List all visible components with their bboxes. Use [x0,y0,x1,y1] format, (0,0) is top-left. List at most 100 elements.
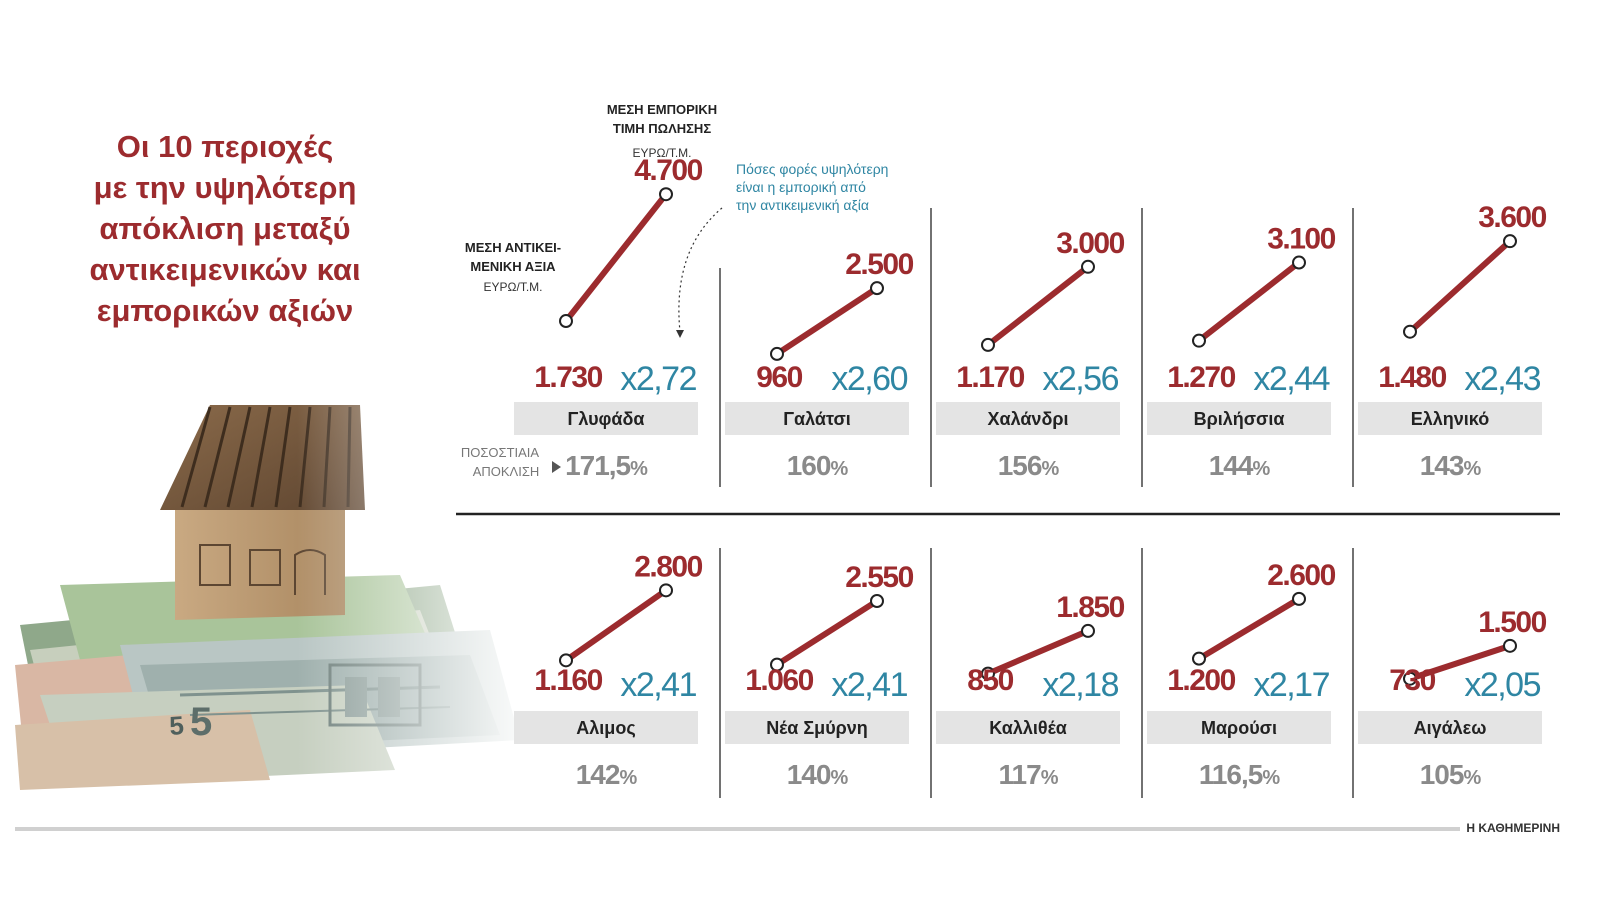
objective-value-point [770,346,784,361]
area-name-box [514,711,698,744]
percent-deviation-value: 142% [576,759,638,790]
percent-number: 171,5 [565,450,630,481]
series-line [1196,259,1302,344]
source-credit: Η ΚΑΘΗΜΕΡΙΝΗ [1466,821,1560,835]
commercial-value-label: 2.600 [1267,559,1335,592]
objective-value-label: 1.200 [1167,664,1235,697]
percent-number: 105 [1420,759,1464,790]
percent-deviation-value: 144% [1209,450,1271,481]
title-line: με την υψηλότερη [93,170,357,205]
objective-value-point [1403,671,1417,686]
legend-multiplier-note: είναι η εμπορική από [736,179,866,195]
area-name-box [1147,402,1331,435]
area-name-box [1358,711,1542,744]
objective-value-point [1192,651,1206,666]
percent-number: 117 [999,759,1042,790]
objective-value-point [770,657,784,672]
legend-objective-unit: ΕΥΡΩ/Τ.Μ. [484,280,543,294]
commercial-value-point [870,281,884,296]
commercial-value-point [659,187,673,202]
title-line: εμπορικών αξιών [96,293,354,328]
series-line [774,598,880,668]
area-panels: 4.700 1.730 x2,72 Γλυφάδα 171,5% 2.500 960 x2,6… [514,154,1548,798]
objective-value-label: 850 [967,664,1013,697]
area-name-box [1147,711,1331,744]
series-line [1407,238,1513,335]
area-name: Μαρούσι [1201,718,1277,738]
objective-value-point [981,666,995,681]
multiplier-label: x2,17 [1253,666,1329,704]
commercial-value-point [1292,591,1306,606]
area-name-box [725,402,909,435]
objective-value-label: 960 [756,361,802,394]
percent-suffix: % [619,767,637,789]
area-name: Βριλήσσια [1194,409,1285,429]
area-name-box [1358,402,1542,435]
objective-value-label: 1.730 [534,361,602,394]
percent-deviation-value: 171,5% [565,450,648,481]
multiplier-label: x2,05 [1464,666,1540,704]
multiplier-label: x2,18 [1042,666,1118,704]
commercial-value-label: 1.500 [1478,606,1546,639]
legend-commercial-label: ΤΙΜΗ ΠΩΛΗΣΗΣ [613,121,711,136]
percent-suffix: % [830,458,848,480]
series-line [1407,642,1513,682]
objective-value-point [1192,333,1206,348]
percent-number: 140 [787,759,831,790]
legend-objective-label: ΜΕΝΙΚΗ ΑΞΙΑ [470,259,556,274]
percent-suffix: % [1252,458,1270,480]
percent-number: 143 [1420,450,1464,481]
percent-number: 142 [576,759,620,790]
commercial-value-label: 4.700 [634,154,702,187]
legend-multiplier-note: Πόσες φορές υψηλότερη [736,161,888,177]
commercial-value-label: 3.000 [1056,227,1124,260]
series-line [563,587,669,664]
percent-suffix: % [830,767,848,789]
series-line [985,263,1091,348]
commercial-value-label: 1.850 [1056,591,1124,624]
percent-deviation-value: 140% [787,759,849,790]
percent-deviation-value: 105% [1420,759,1482,790]
commercial-value-label: 3.100 [1267,223,1335,256]
area-name: Γαλάτσι [783,409,851,429]
percent-suffix: % [1262,767,1280,789]
percent-deviation-value: 160% [787,450,849,481]
percent-deviation-value: 156% [998,450,1060,481]
area-name-box [936,711,1120,744]
legend-commercial-label: ΜΕΣΗ ΕΜΠΟΡΙΚΗ [607,102,717,117]
house-on-banknotes-illustration: 5 5 [0,395,540,845]
legend-arrow [678,207,723,333]
percent-label: ΠΟΣΟΣΤΙΑΙΑ [461,445,540,460]
commercial-value-label: 2.500 [845,248,913,281]
title-line: απόκλιση μεταξύ [99,211,351,246]
area-name: Καλλιθέα [989,718,1067,738]
objective-value-point [559,653,573,668]
percent-suffix: % [630,458,648,480]
legend-arrowhead [676,330,684,338]
area-name: Ελληνικό [1411,409,1489,429]
area-name: Αιγάλεω [1414,718,1487,738]
percent-pointer-icon [552,461,561,473]
percent-number: 160 [787,450,831,481]
percent-number: 116,5 [1199,759,1263,790]
objective-value-label: 1.170 [956,361,1024,394]
multiplier-label: x2,41 [831,666,907,704]
commercial-value-point [659,583,673,598]
percent-suffix: % [1463,767,1481,789]
commercial-value-point [870,594,884,609]
multiplier-label: x2,56 [1042,360,1118,398]
percent-suffix: % [1041,458,1059,480]
percent-suffix: % [1463,458,1481,480]
area-name: Νέα Σμύρνη [766,718,868,738]
area-name-box [936,402,1120,435]
series-line [1196,595,1302,662]
multiplier-label: x2,41 [620,666,696,704]
commercial-value-point [1503,234,1517,249]
multiplier-label: x2,43 [1464,360,1540,398]
percent-number: 156 [998,450,1042,481]
multiplier-label: x2,44 [1253,360,1329,398]
commercial-value-label: 3.600 [1478,201,1546,234]
objective-value-label: 1.480 [1378,361,1446,394]
